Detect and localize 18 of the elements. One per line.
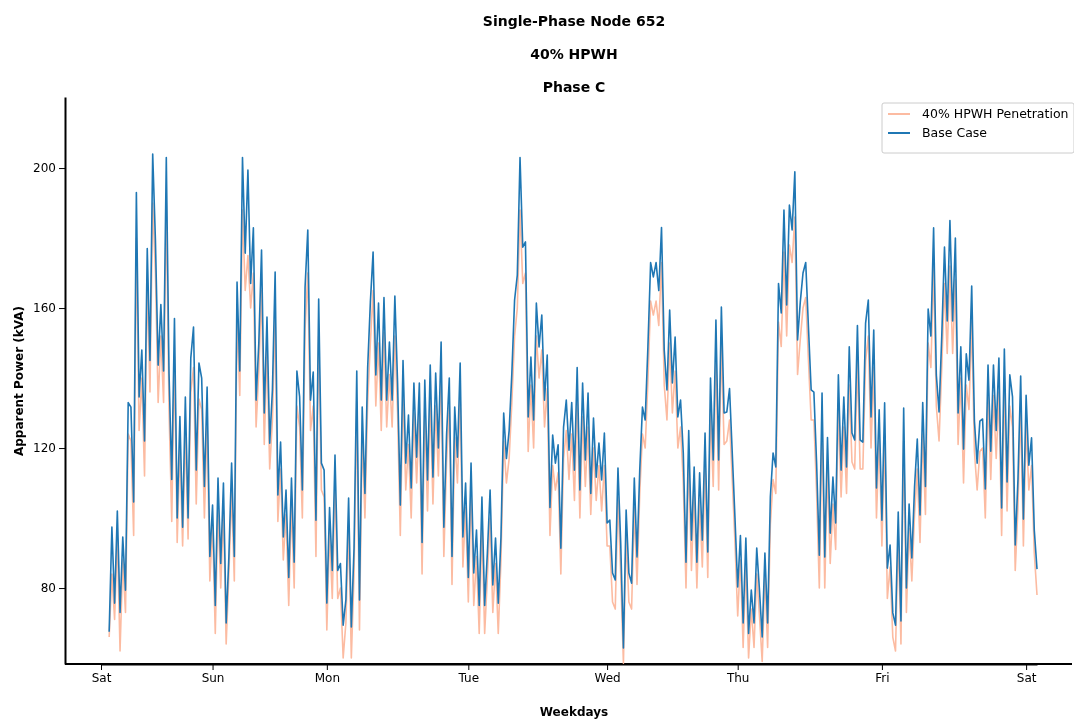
y-axis-title: Apparent Power (kVA) bbox=[12, 305, 26, 457]
x-tick-label: Tue bbox=[457, 670, 480, 685]
y-tick-label: 200 bbox=[33, 161, 56, 176]
x-tick-label: Sun bbox=[201, 670, 225, 685]
x-axis-title: Weekdays bbox=[539, 705, 609, 719]
x-tick-label: Sat bbox=[1016, 670, 1037, 685]
legend-label: Base Case bbox=[922, 125, 988, 140]
legend-label: 40% HPWH Penetration bbox=[922, 106, 1069, 121]
x-tick-label: Wed bbox=[594, 670, 621, 685]
x-tick-label: Mon bbox=[314, 670, 340, 685]
y-tick-label: 160 bbox=[33, 301, 56, 316]
chart-title: Single-Phase Node 652 bbox=[482, 13, 666, 29]
x-tick-label: Fri bbox=[875, 670, 890, 685]
y-tick-label: 120 bbox=[33, 441, 56, 456]
x-tick-label: Thu bbox=[725, 670, 750, 685]
text: 40% HPWH Phase C bbox=[530, 46, 618, 95]
y-tick-label: 80 bbox=[40, 581, 56, 596]
x-tick-label: Sat bbox=[91, 670, 112, 685]
